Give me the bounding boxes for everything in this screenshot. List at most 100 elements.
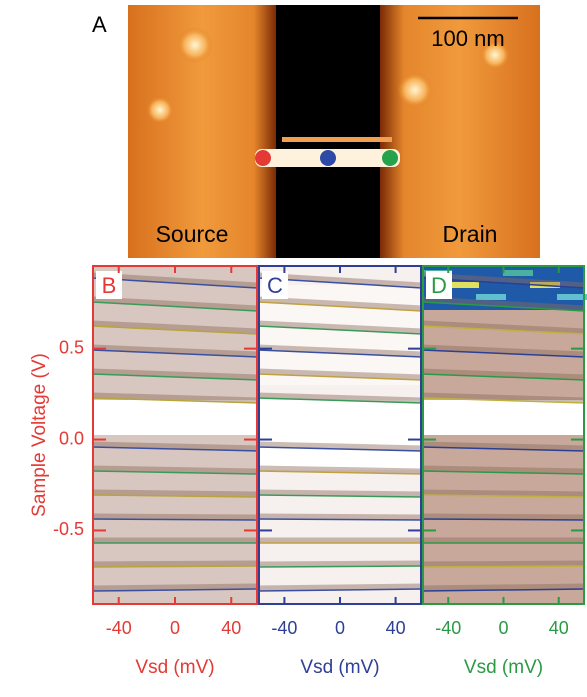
map-line [91,588,259,592]
map-line [257,565,423,568]
y-tick-label: -0.5 [53,519,84,539]
map-line [421,518,586,521]
x-axis-label: Vsd (mV) [135,657,214,678]
grain [397,72,433,108]
map-band [257,368,423,380]
map-line [91,470,259,475]
map-band [257,344,423,357]
panel-label: A [92,12,107,37]
map-band [257,296,423,311]
map-light [258,285,422,385]
x-tick-label: 0 [170,618,180,638]
map-band [91,344,259,357]
x-tick-label: -40 [271,618,297,638]
map-line [421,349,586,358]
map-line [257,518,423,521]
map-gap [258,400,422,470]
map-band [421,560,586,567]
map-band [91,489,259,497]
y-tick-label: 0.0 [59,428,84,448]
grain [480,40,510,70]
map-line [421,325,586,335]
map-band [421,344,586,357]
map-band [91,320,259,334]
panel-label: D [431,273,447,298]
map-band [257,392,423,403]
map-line [421,494,586,498]
map-band [421,296,586,311]
map-line [257,301,423,312]
map-gap [422,400,585,435]
map-line [257,373,423,381]
map-line [91,446,259,452]
map-line [257,325,423,335]
y-tick-label: 0.5 [59,337,84,357]
map-line [421,373,586,381]
map-band [257,583,423,591]
x-tick-label: -40 [106,618,132,638]
panel-a: 100 nm A Source Drain [92,5,540,258]
map-line [257,470,423,475]
y-axis-label: Sample Voltage (V) [29,353,50,517]
map-line [91,325,259,335]
x-tick-label: 0 [335,618,345,638]
contact-dot [382,150,398,166]
x-tick-label: 40 [221,618,241,638]
map-line [421,470,586,475]
map-line [91,565,259,568]
map-band [257,320,423,334]
map-streak [476,294,506,300]
map-band [257,441,423,451]
drain-lead [380,5,540,258]
map-band [257,465,423,474]
map-band [91,441,259,451]
map-line [257,349,423,358]
map-band [257,489,423,497]
map-line [421,565,586,568]
map-band [91,296,259,311]
map-line [257,588,423,592]
x-tick-label: 40 [386,618,406,638]
map-line [421,446,586,452]
x-tick-label: 0 [498,618,508,638]
map-line [91,397,259,404]
map-line [421,397,586,404]
map-line [257,494,423,498]
map-line [91,518,259,521]
map-band [421,583,586,591]
map-band [91,368,259,380]
source-label: Source [156,221,229,247]
map-band [257,513,423,520]
map-band [421,368,586,380]
panel-label-box [96,271,122,299]
map-band [421,320,586,334]
grain [146,96,174,124]
map-streak [449,282,479,288]
map-band [421,489,586,497]
map-line [91,494,259,498]
map-line [257,446,423,452]
map-line [91,373,259,381]
panel-label-box [262,271,288,299]
map-band [91,513,259,520]
map-gap [92,400,258,435]
center-dot [320,150,336,166]
map-line [91,301,259,312]
map-band [91,583,259,591]
scale-bar-label: 100 nm [431,26,504,51]
map-band [421,513,586,520]
contact-dot [255,150,271,166]
x-axis-label: Vsd (mV) [464,657,543,678]
x-axis-label: Vsd (mV) [300,657,379,678]
map-band [257,560,423,567]
map-line [421,588,586,592]
x-tick-label: 40 [549,618,569,638]
panel-label-box [426,271,452,299]
map-band [91,392,259,403]
wire-edge [282,137,392,142]
x-tick-label: -40 [435,618,461,638]
map-band [421,441,586,451]
map-streak [557,294,587,300]
map-streak [503,270,533,276]
map-line [91,349,259,358]
